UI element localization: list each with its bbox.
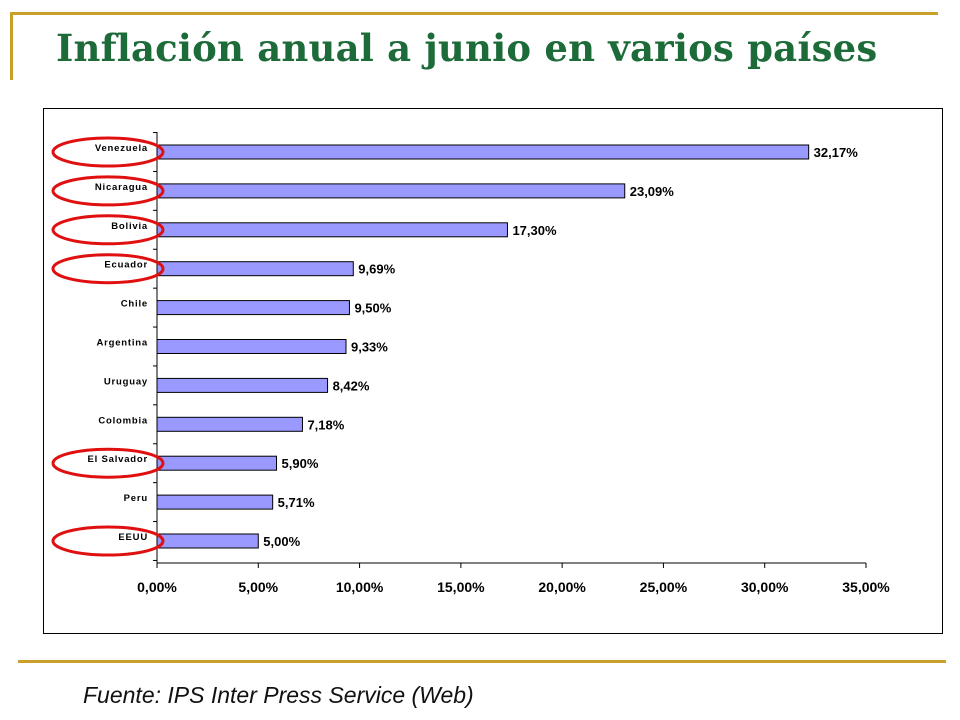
slide-title: Inflación anual a junio en varios países <box>56 26 878 70</box>
data-label: 5,00% <box>263 534 300 549</box>
category-label: Argentina <box>96 338 148 349</box>
data-label: 8,42% <box>333 378 370 393</box>
highlight-ellipse <box>51 136 165 168</box>
bar <box>156 300 350 316</box>
x-tick-label: 0,00% <box>137 579 177 595</box>
data-label: 5,90% <box>282 456 319 471</box>
source-caption: Fuente: IPS Inter Press Service (Web) <box>83 682 474 708</box>
data-label: 32,17% <box>814 145 859 160</box>
category-label: Ecuador <box>104 260 148 271</box>
x-tick-label: 25,00% <box>640 579 688 595</box>
bar <box>156 416 303 432</box>
category-label: EEUU <box>118 532 148 543</box>
category-label: Venezuela <box>95 143 148 154</box>
x-tick-label: 5,00% <box>238 579 278 595</box>
category-label: Chile <box>121 299 148 310</box>
bar <box>156 222 508 238</box>
category-label: El Salvador <box>87 454 148 465</box>
data-label: 7,18% <box>307 417 344 432</box>
highlight-ellipse <box>51 175 165 207</box>
data-label: 5,71% <box>278 495 315 510</box>
category-label: Uruguay <box>104 376 148 387</box>
data-label: 23,09% <box>630 184 675 199</box>
highlight-ellipse <box>51 525 165 557</box>
category-label: Peru <box>124 493 148 504</box>
left-accent-rule <box>10 12 13 80</box>
highlight-ellipse <box>51 253 165 285</box>
bottom-rule <box>18 660 946 663</box>
bar <box>156 144 810 160</box>
data-label: 17,30% <box>512 223 557 238</box>
highlight-ellipse <box>51 214 165 246</box>
data-label: 9,33% <box>351 340 388 355</box>
x-tick-label: 20,00% <box>538 579 586 595</box>
category-label: Colombia <box>98 415 148 426</box>
bar <box>156 455 278 471</box>
top-rule <box>10 12 938 15</box>
bar <box>156 377 329 393</box>
bar <box>156 261 354 277</box>
x-tick-label: 10,00% <box>336 579 384 595</box>
bar <box>156 339 347 354</box>
data-label: 9,50% <box>354 301 391 316</box>
category-label: Nicaragua <box>95 182 148 193</box>
category-label: Bolivia <box>111 221 148 232</box>
x-tick-label: 35,00% <box>842 579 890 595</box>
highlight-ellipse <box>51 447 165 479</box>
bar <box>156 533 259 549</box>
bar <box>156 494 274 510</box>
bar <box>156 183 626 199</box>
data-label: 9,69% <box>358 262 395 277</box>
x-tick-label: 30,00% <box>741 579 789 595</box>
x-tick-label: 15,00% <box>437 579 485 595</box>
